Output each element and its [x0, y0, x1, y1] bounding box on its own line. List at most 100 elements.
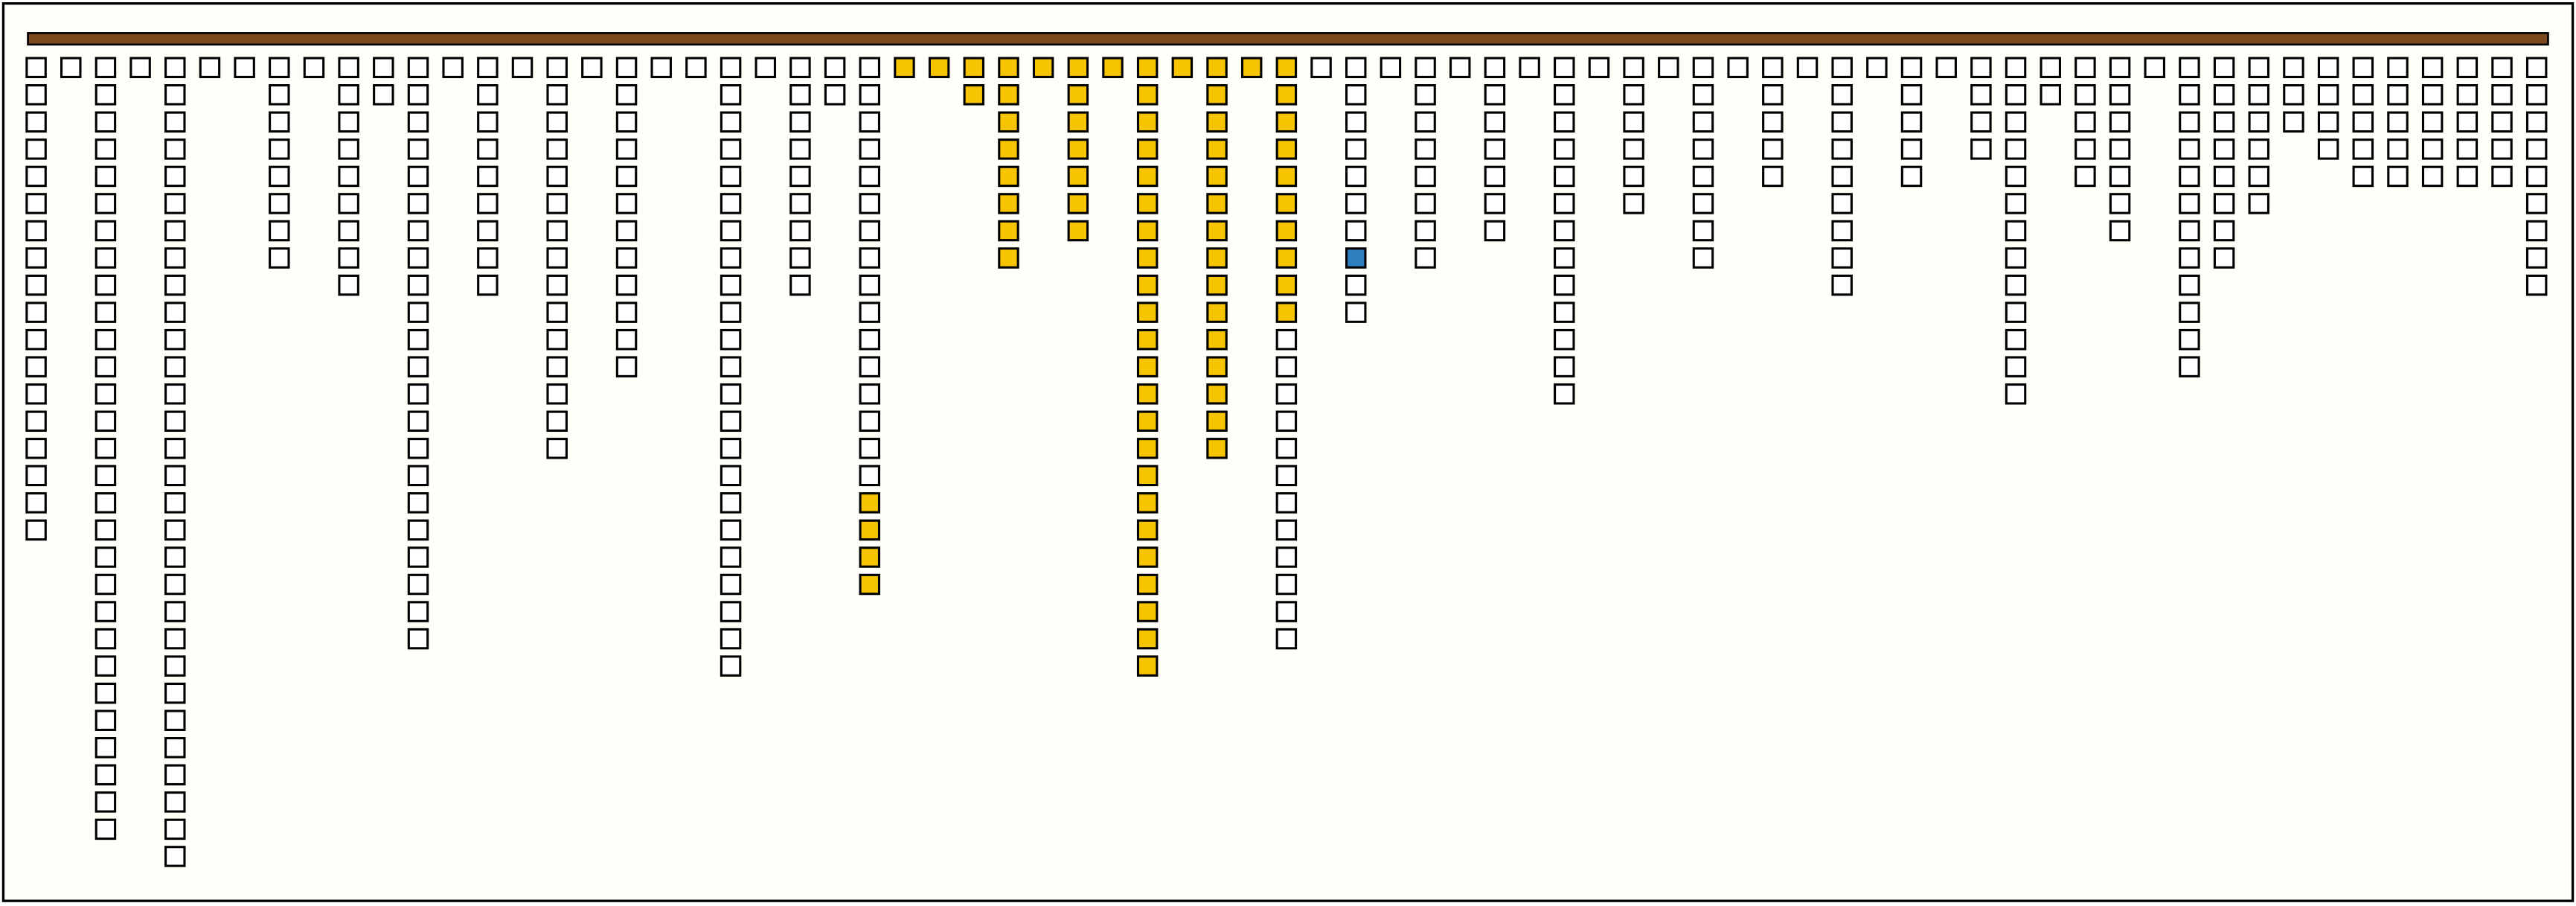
cell — [338, 84, 359, 106]
cell — [2491, 138, 2513, 160]
cell — [2491, 84, 2513, 106]
cell — [2179, 328, 2200, 351]
cell — [164, 492, 186, 514]
cell — [511, 57, 534, 78]
cell — [164, 57, 186, 78]
cell — [1970, 111, 1992, 133]
cell — [407, 573, 429, 596]
cell — [859, 111, 881, 133]
cell — [1484, 57, 1506, 78]
cell — [2387, 165, 2409, 188]
cell — [963, 84, 985, 106]
cell — [546, 111, 568, 133]
cell — [164, 274, 186, 296]
cell — [2213, 193, 2235, 214]
cell — [1206, 356, 1228, 377]
cell — [615, 57, 638, 78]
cell — [1414, 165, 1436, 188]
cell — [1136, 519, 1159, 541]
cell — [1692, 111, 1714, 133]
cell — [1067, 84, 1089, 106]
cell — [94, 138, 117, 160]
cell — [164, 220, 186, 242]
cell — [25, 111, 47, 133]
cell — [2144, 57, 2166, 78]
cell — [407, 57, 429, 78]
cell — [581, 57, 603, 78]
cell — [164, 791, 186, 813]
cell — [1831, 165, 1853, 188]
cell — [2283, 111, 2304, 133]
cell — [1206, 247, 1228, 269]
cell — [1554, 165, 1575, 188]
cell — [1449, 57, 1471, 78]
cell — [1206, 220, 1228, 242]
cell — [1414, 84, 1436, 106]
cell — [1275, 628, 1298, 650]
cell — [789, 220, 811, 242]
cell — [442, 57, 464, 78]
cell — [1171, 57, 1194, 78]
cell — [998, 84, 1019, 106]
cell — [1136, 601, 1159, 622]
cell — [859, 356, 881, 377]
cell — [2352, 138, 2374, 160]
cell — [1136, 84, 1159, 106]
cell — [1136, 57, 1159, 78]
cell — [998, 111, 1019, 133]
cell — [2352, 57, 2374, 78]
cell — [546, 193, 568, 214]
cell — [94, 764, 117, 786]
cell — [1345, 138, 1367, 160]
cell — [2525, 220, 2548, 242]
cell — [2421, 165, 2444, 188]
cell — [2179, 247, 2200, 269]
cell — [1275, 193, 1298, 214]
cell — [859, 410, 881, 433]
cell — [615, 193, 638, 214]
cell — [94, 628, 117, 650]
cell — [2525, 274, 2548, 296]
cell — [2005, 356, 2027, 377]
cell — [164, 328, 186, 351]
cell — [1067, 193, 1089, 214]
cell — [859, 247, 881, 269]
cell — [546, 383, 568, 405]
cell — [338, 193, 359, 214]
cell — [25, 247, 47, 269]
cell — [1554, 302, 1575, 323]
cell — [1275, 410, 1298, 433]
cell — [1275, 438, 1298, 459]
cell — [2456, 57, 2479, 78]
cell — [1206, 165, 1228, 188]
cell — [164, 356, 186, 377]
cell — [1275, 247, 1298, 269]
cell — [546, 302, 568, 323]
cell — [1831, 138, 1853, 160]
cell — [615, 84, 638, 106]
cell — [1727, 57, 1749, 78]
cell — [1345, 84, 1367, 106]
cell — [1275, 84, 1298, 106]
cell — [407, 111, 429, 133]
cell — [2213, 111, 2235, 133]
cell — [373, 84, 394, 106]
cell — [2213, 57, 2235, 78]
cell — [1275, 328, 1298, 351]
cell — [407, 247, 429, 269]
cell — [1623, 111, 1644, 133]
cell — [754, 57, 776, 78]
cell — [164, 519, 186, 541]
cell — [269, 138, 290, 160]
cell — [2179, 138, 2200, 160]
cell — [25, 328, 47, 351]
cell — [546, 247, 568, 269]
cell — [164, 546, 186, 568]
cell — [164, 84, 186, 106]
cell — [94, 601, 117, 622]
cell — [928, 57, 950, 78]
cell — [338, 220, 359, 242]
cell — [859, 519, 881, 541]
